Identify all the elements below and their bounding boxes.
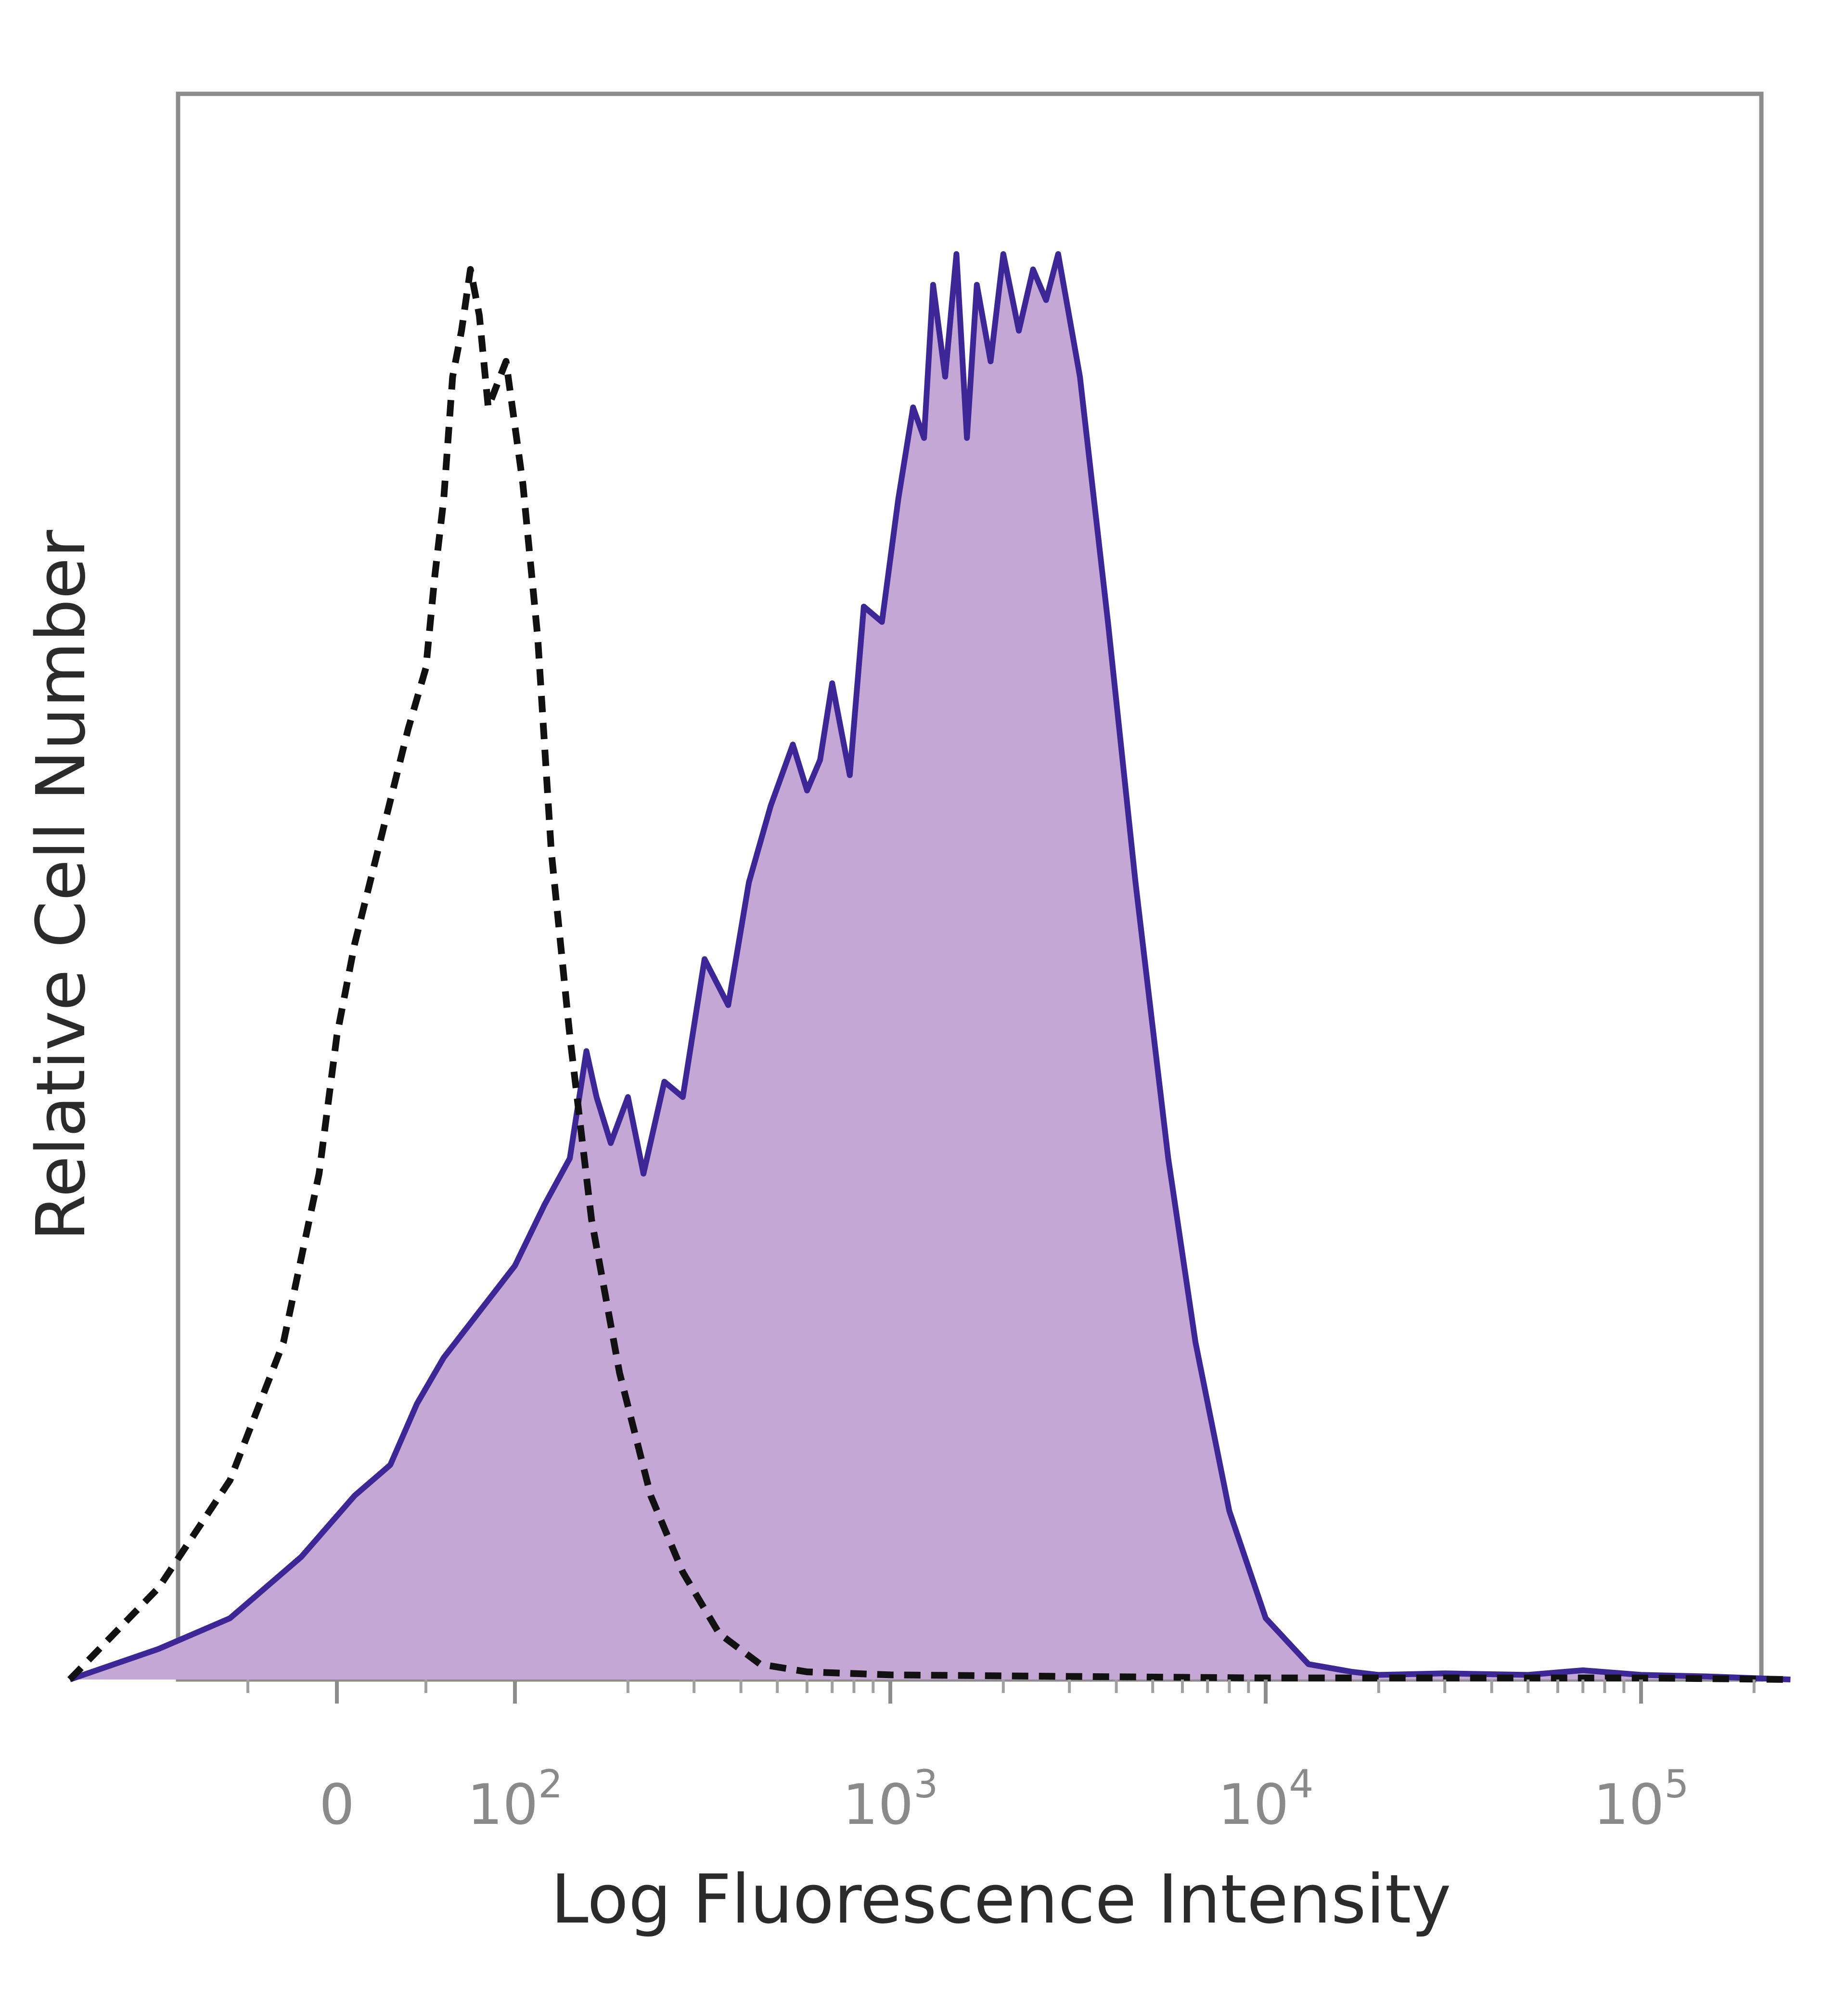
data-layer [67, 251, 1791, 1683]
x-axis-title: Log Fluorescence Intensity [551, 1860, 1451, 1939]
isotype-control-histogram-line [67, 266, 1791, 1683]
x-tick-label: 102 [467, 1762, 563, 1837]
stained-histogram-line [69, 251, 1791, 1682]
stained-histogram-fill [70, 254, 1791, 1680]
x-axis-ticks: 0 102 103 104 105 [246, 1679, 1756, 1837]
x-tick-label: 0 [319, 1772, 355, 1837]
x-tick-label: 105 [1593, 1762, 1689, 1837]
x-tick-label: 104 [1218, 1762, 1314, 1837]
x-tick-label: 103 [843, 1762, 938, 1837]
y-axis-title: Relative Cell Number [22, 530, 101, 1241]
